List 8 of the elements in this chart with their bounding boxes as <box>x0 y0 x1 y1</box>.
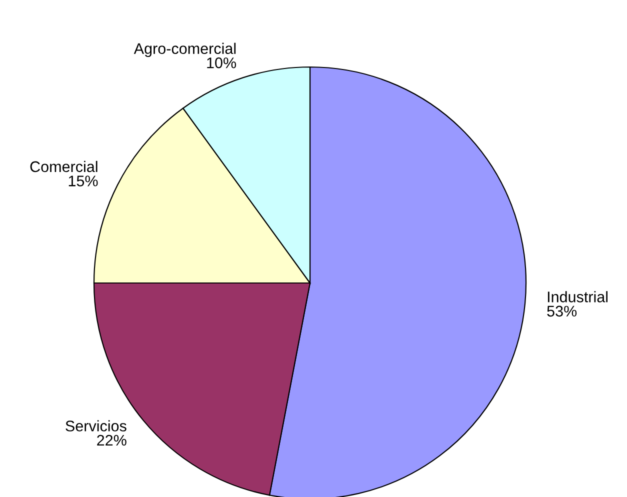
data-label: 53% <box>547 306 577 317</box>
slice-label: Industrial <box>548 291 608 302</box>
slice-label: Agro-comercial <box>134 42 236 58</box>
slice-label: Servicios <box>66 420 126 432</box>
slice-label: Comercial <box>30 160 98 172</box>
data-label: 22% <box>97 434 126 446</box>
data-label: 15% <box>68 176 98 186</box>
data-label: 10% <box>207 57 236 68</box>
